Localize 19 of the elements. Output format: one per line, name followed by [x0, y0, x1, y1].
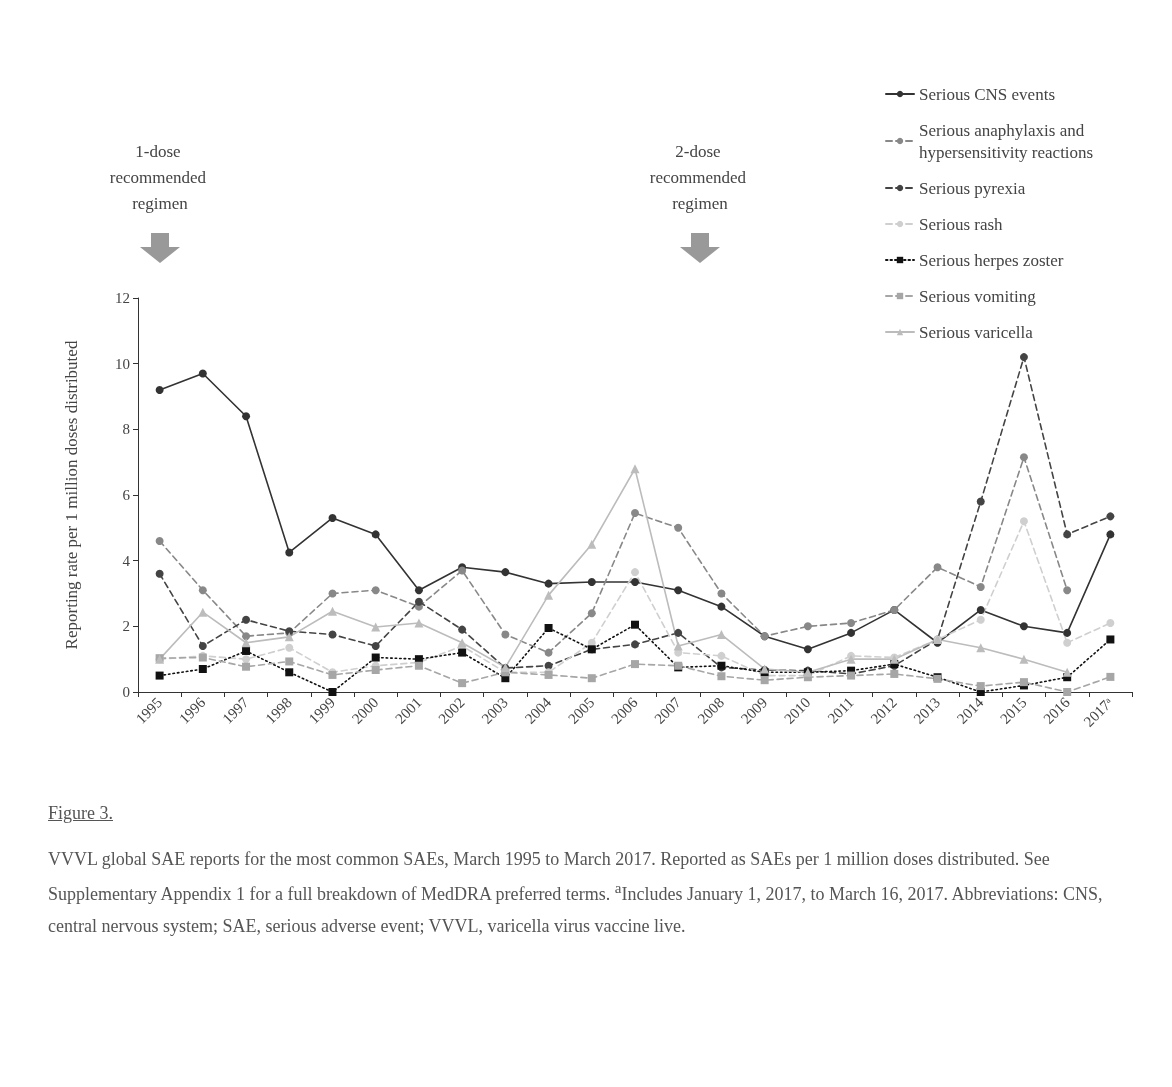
text: 2-dose recommended regimen — [649, 141, 751, 213]
y-axis-title: Reporting rate per 1 million doses distributed — [62, 340, 81, 650]
legend-label: Serious pyrexia — [919, 178, 1026, 198]
caption: Figure 3. — [48, 802, 114, 825]
legend-label: Serious varicella — [919, 322, 1034, 342]
legend-label: Serious anaphylaxis and hypersensitivity reactions — [919, 120, 1094, 162]
y-tick-label: 12 — [115, 290, 130, 306]
y-tick-label: 4 — [122, 552, 131, 569]
legend-label: Serious rash — [919, 214, 1004, 234]
legend-label: Serious vomiting — [919, 286, 1037, 306]
y-tick-label: 6 — [122, 487, 131, 503]
legend-label: Serious CNS events — [919, 84, 1055, 104]
text: 1-dose recommended regimen — [109, 141, 211, 213]
y-tick-label: 10 — [115, 355, 130, 372]
y-tick-label: 0 — [122, 684, 130, 700]
y-tick-label: 2 — [122, 618, 130, 635]
legend-label: Serious herpes zoster — [919, 250, 1064, 270]
text: VVVL global SAE reports for the most common SAEs, March 1995 to March 2017. Reported as SAEs per 1 million doses distributed. See Supplementary Appendix 1 for a full breakdown of MedDRA preferred terms. $^{a}$Includes January 1, 2017, to March 16, 2017. Abbreviations: CNS, central nervous system; SAE, serious adverse event; VVVL, varicella virus vaccine live. — [48, 847, 1104, 938]
y-tick-label: 8 — [122, 421, 130, 438]
